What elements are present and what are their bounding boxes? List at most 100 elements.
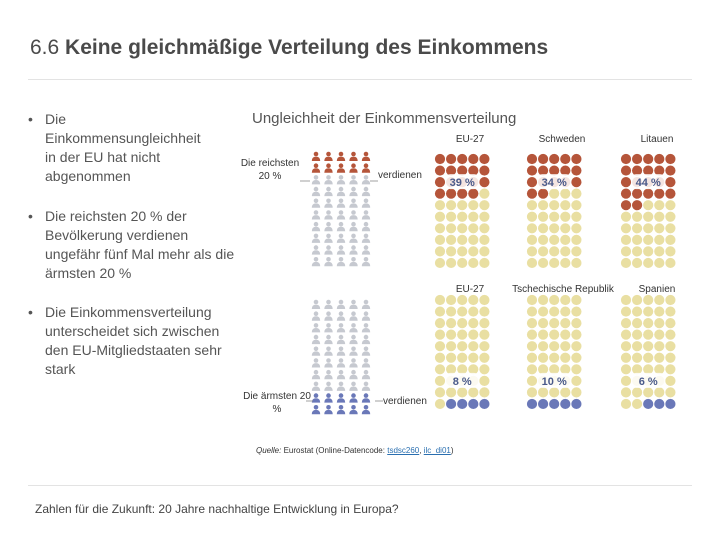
bottom-dot-0 <box>468 398 479 410</box>
top-country-2: Litauen <box>640 134 674 145</box>
bottom-dot-1 <box>549 364 560 375</box>
top-dot-1 <box>526 153 538 165</box>
bottom-dot-0 <box>479 375 490 386</box>
bottom-dot-1 <box>571 329 582 340</box>
top-dot-1 <box>526 165 538 176</box>
bottom-dot-0 <box>468 341 479 352</box>
bottom-country-0: EU-27 <box>455 284 485 295</box>
bottom-dot-1 <box>526 306 538 317</box>
title-number: 6.6 <box>30 36 60 59</box>
bottom-dot-0 <box>446 329 457 340</box>
top-dot-2 <box>632 165 643 176</box>
top-dot-0 <box>479 211 490 222</box>
top-dot-2 <box>620 246 632 257</box>
bottom-dot-2 <box>643 318 654 329</box>
top-dot-1 <box>571 257 582 269</box>
bottom-dot-1 <box>549 387 560 398</box>
top-dot-2 <box>632 188 643 199</box>
bottom-dot-2 <box>632 398 643 410</box>
person-icon-bottom <box>324 405 333 415</box>
top-dot-2 <box>665 211 676 222</box>
bottom-country-1: Tschechische Republik <box>512 284 614 295</box>
top-dot-0 <box>468 165 479 176</box>
person-icon-top <box>324 221 333 232</box>
top-dot-2 <box>643 223 654 234</box>
person-icon-top <box>311 233 321 243</box>
top-dot-2 <box>665 165 676 176</box>
bottom-dot-0 <box>457 294 468 306</box>
top-dot-1 <box>538 165 549 176</box>
top-dot-2 <box>665 246 676 257</box>
top-dot-0 <box>479 200 490 211</box>
person-icon-bottom <box>311 334 321 345</box>
bottom-dot-1 <box>560 398 571 410</box>
bottom-dot-2 <box>665 306 676 317</box>
top-dot-1 <box>526 257 538 269</box>
person-icon-bottom <box>349 381 358 391</box>
bottom-dot-2 <box>643 329 654 340</box>
bottom-dot-0 <box>434 375 446 386</box>
person-icon-top <box>349 210 358 220</box>
top-dot-0 <box>479 177 490 188</box>
bottom-dot-0 <box>446 318 457 329</box>
top-dot-2 <box>620 165 632 176</box>
top-dot-0 <box>468 234 479 245</box>
bottom-dot-2 <box>620 398 632 410</box>
bottom-dot-0 <box>468 352 479 363</box>
top-dot-2 <box>643 153 654 165</box>
bottom-value-label-0: 8 % <box>453 376 472 388</box>
top-dot-1 <box>549 246 560 257</box>
bottom-dot-0 <box>457 352 468 363</box>
bottom-dot-2 <box>643 341 654 352</box>
rich-label: Die reichsten 20 % <box>240 158 300 182</box>
bottom-dot-0 <box>446 294 457 306</box>
top-dot-1 <box>571 211 582 222</box>
top-dot-0 <box>446 211 457 222</box>
bottom-dot-0 <box>434 341 446 352</box>
bottom-dot-1 <box>538 294 549 306</box>
top-dot-0 <box>468 200 479 211</box>
bottom-dot-0 <box>446 352 457 363</box>
bottom-dot-2 <box>643 306 654 317</box>
person-icon-top <box>361 210 371 220</box>
top-dot-2 <box>654 165 665 176</box>
person-icon-top <box>311 186 321 197</box>
bottom-dot-1 <box>538 306 549 317</box>
bottom-dot-0 <box>457 364 468 375</box>
top-dot-0 <box>479 246 490 257</box>
person-icon-bottom <box>311 299 321 309</box>
top-dot-1 <box>571 165 582 176</box>
top-country-0: EU-27 <box>455 134 485 145</box>
bottom-dot-1 <box>571 341 582 352</box>
top-dot-0 <box>457 234 468 245</box>
bottom-dot-2 <box>632 294 643 306</box>
person-icon-bottom <box>336 346 346 356</box>
top-dot-0 <box>446 165 457 176</box>
top-dot-1 <box>571 223 582 234</box>
source-link-tsdsc260[interactable]: tsdsc260 <box>387 446 420 455</box>
bottom-dot-2 <box>654 387 665 398</box>
person-icon-bottom <box>349 358 358 368</box>
bottom-country-2: Spanien <box>638 284 676 295</box>
bottom-dot-0 <box>479 318 490 329</box>
bottom-dot-2 <box>620 352 632 363</box>
bottom-dot-1 <box>560 318 571 329</box>
bottom-dot-1 <box>560 387 571 398</box>
bottom-label-bg-0 <box>445 372 480 388</box>
person-icon-top <box>311 221 321 232</box>
top-dot-0 <box>446 188 457 199</box>
top-dot-2 <box>643 188 654 199</box>
bullet-3: • Die Einkommensverteilung unterscheidet… <box>28 303 238 379</box>
bottom-dot-2 <box>665 375 676 386</box>
bottom-dot-1 <box>560 364 571 375</box>
bottom-dot-1 <box>560 341 571 352</box>
top-dot-0 <box>457 200 468 211</box>
top-dot-0 <box>446 223 457 234</box>
top-dot-1 <box>549 211 560 222</box>
top-dot-0 <box>446 257 457 269</box>
bottom-dot-0 <box>446 398 457 410</box>
source-link-ilc-di01[interactable]: ilc_di01 <box>423 446 451 455</box>
bottom-value-label-1: 10 % <box>542 376 567 388</box>
person-icon-bottom <box>336 323 346 333</box>
